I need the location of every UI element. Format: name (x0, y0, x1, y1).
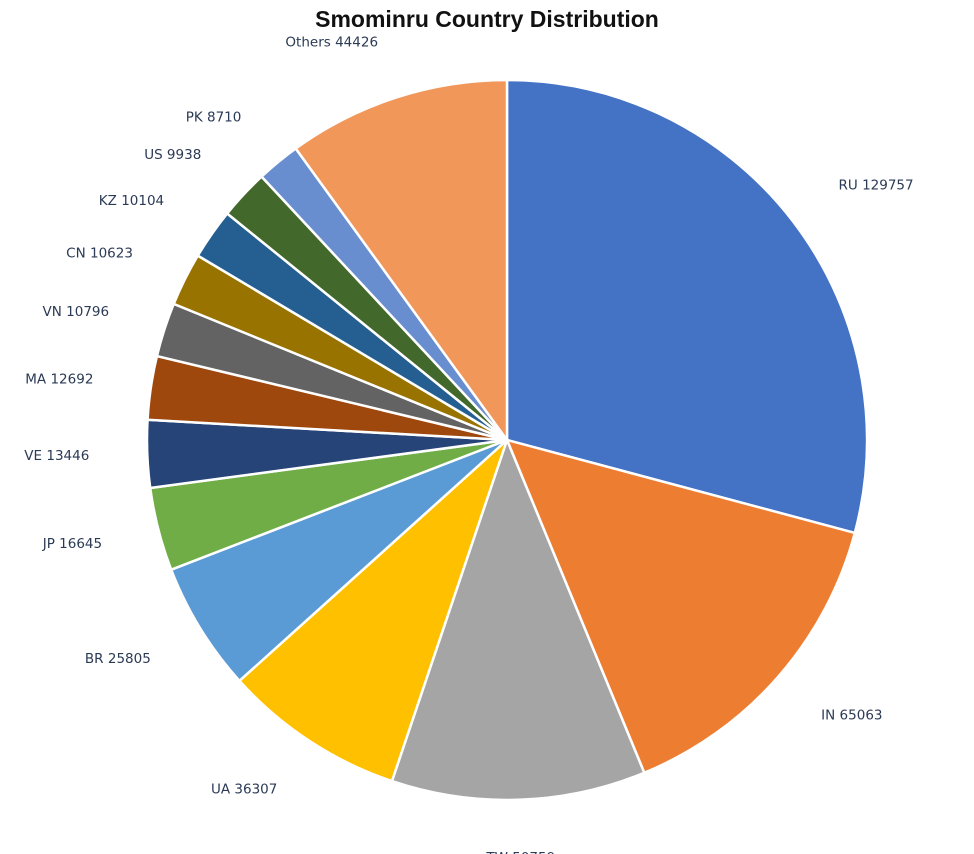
slice-label-value: 8710 (203, 109, 242, 125)
slice-label-value: 44426 (331, 34, 378, 50)
slice-label-value: 50759 (508, 850, 555, 854)
slice-label-category: Others (285, 34, 330, 50)
slice-label-vn: VN 10796 (43, 304, 110, 320)
slice-label-ru: RU 129757 (839, 177, 914, 193)
slice-label-category: MA (25, 371, 47, 387)
slice-label-value: 13446 (42, 448, 89, 464)
pie-slice-in (505, 438, 857, 775)
chart-title: Smominru Country Distribution (315, 6, 659, 32)
slice-label-category: CN (66, 245, 86, 261)
slice-label-value: 25805 (104, 651, 151, 667)
pie-slice-ru (505, 78, 869, 535)
slice-label-category: IN (821, 708, 835, 724)
slice-label-pk: PK 8710 (186, 109, 242, 125)
slice-label-br: BR 25805 (85, 651, 151, 667)
slice-label-category: PK (186, 109, 204, 125)
pie-slice-others (294, 78, 509, 442)
slice-label-category: JP (42, 536, 55, 552)
slice-label-value: 129757 (858, 177, 914, 193)
slice-label-value: 9938 (163, 147, 202, 163)
slice-label-category: UA (211, 781, 231, 797)
slice-label-value: 16645 (55, 536, 102, 552)
slice-label-tw: TW 50759 (485, 850, 555, 854)
slice-label-value: 10104 (117, 193, 164, 209)
slice-label-value: 10623 (86, 245, 133, 261)
slice-label-ma: MA 12692 (25, 371, 93, 387)
slice-label-others: Others 44426 (285, 34, 378, 50)
slice-label-jp: JP 16645 (42, 536, 102, 552)
slice-label-value: 65063 (835, 708, 882, 724)
slice-label-category: RU (839, 177, 858, 193)
pie-slice-ua (238, 438, 509, 783)
slice-label-value: 36307 (230, 781, 277, 797)
slice-label-category: VE (24, 448, 42, 464)
slice-label-value: 10796 (62, 304, 109, 320)
slice-label-category: TW (485, 850, 508, 854)
slice-label-category: US (144, 147, 162, 163)
slice-label-category: BR (85, 651, 104, 667)
slice-label-value: 12692 (46, 371, 93, 387)
slice-label-ve: VE 13446 (24, 448, 89, 464)
slice-label-cn: CN 10623 (66, 245, 133, 261)
slice-label-category: KZ (99, 193, 117, 209)
slice-label-kz: KZ 10104 (99, 193, 164, 209)
slice-label-ua: UA 36307 (211, 781, 277, 797)
slice-label-us: US 9938 (144, 147, 201, 163)
pie-slice-tw (390, 438, 646, 802)
pie-slice-br (169, 438, 509, 683)
slice-label-category: VN (43, 304, 62, 320)
slice-label-in: IN 65063 (821, 708, 882, 724)
